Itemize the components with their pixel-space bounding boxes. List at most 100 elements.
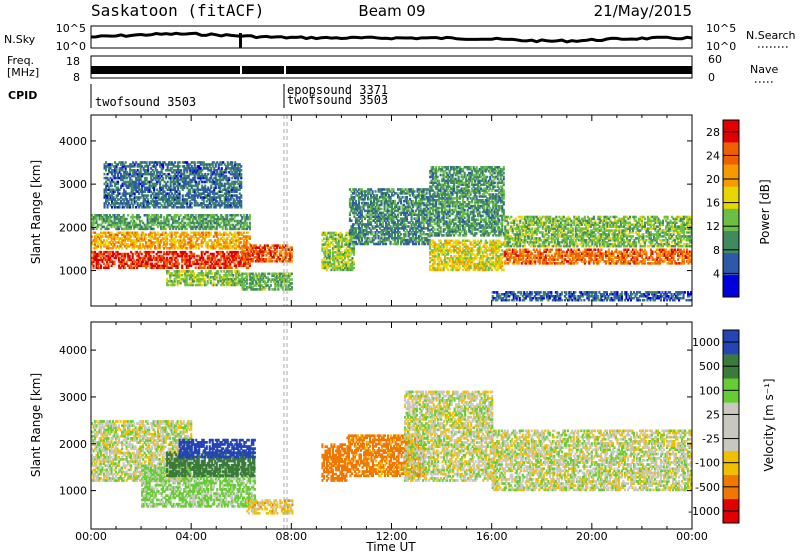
power-cell bbox=[208, 277, 211, 281]
power-cell bbox=[214, 231, 217, 235]
power-cell bbox=[169, 272, 172, 275]
power-cell bbox=[201, 176, 204, 180]
power-cell bbox=[140, 247, 143, 250]
power-cell bbox=[219, 206, 222, 209]
power-cell bbox=[322, 233, 325, 237]
power-cell bbox=[214, 192, 217, 195]
power-cell bbox=[218, 264, 221, 268]
power-cell bbox=[214, 172, 217, 176]
power-cell bbox=[216, 196, 219, 199]
power-cell bbox=[278, 254, 281, 257]
power-cell bbox=[121, 215, 124, 219]
power-cell bbox=[137, 256, 140, 260]
power-cell bbox=[242, 225, 245, 229]
power-cell bbox=[145, 227, 148, 231]
power-cell bbox=[95, 239, 98, 242]
power-cell bbox=[395, 205, 398, 209]
power-cell bbox=[210, 200, 213, 203]
power-cell bbox=[251, 252, 254, 255]
power-cell bbox=[245, 286, 248, 289]
power-cell bbox=[406, 211, 409, 215]
power-cell bbox=[241, 272, 244, 276]
power-cell bbox=[233, 214, 236, 217]
power-cell bbox=[281, 280, 284, 283]
power-cell bbox=[160, 163, 163, 166]
power-cell bbox=[394, 192, 397, 195]
power-cell bbox=[184, 221, 187, 225]
power-cell bbox=[284, 274, 287, 278]
power-cell bbox=[167, 266, 170, 270]
power-cell bbox=[199, 169, 202, 172]
power-cell bbox=[152, 215, 155, 219]
power-cell bbox=[121, 161, 124, 164]
power-cell bbox=[154, 245, 157, 248]
power-cell bbox=[126, 184, 129, 188]
power-cell bbox=[110, 231, 113, 235]
power-cell bbox=[160, 225, 163, 229]
power-cell bbox=[145, 202, 148, 205]
power-cell bbox=[356, 234, 359, 238]
power-cell bbox=[248, 260, 251, 263]
power-cell bbox=[234, 169, 237, 172]
power-cell bbox=[137, 264, 140, 268]
power-cell bbox=[235, 239, 238, 242]
power-cell bbox=[133, 184, 136, 188]
power-cell bbox=[144, 180, 147, 184]
power-cell bbox=[263, 250, 266, 253]
power-cell bbox=[380, 196, 383, 199]
power-cell bbox=[132, 171, 135, 174]
power-cell bbox=[198, 169, 201, 172]
power-cell bbox=[289, 288, 292, 291]
power-cell bbox=[172, 239, 175, 242]
power-cell bbox=[225, 169, 228, 172]
power-cell bbox=[119, 266, 122, 270]
power-cell bbox=[157, 256, 160, 260]
power-cell bbox=[406, 205, 409, 209]
power-cell bbox=[286, 286, 289, 289]
power-cell bbox=[226, 167, 229, 170]
power-cell bbox=[176, 266, 179, 270]
power-cell bbox=[149, 237, 152, 240]
power-cell bbox=[277, 276, 280, 279]
power-cell bbox=[235, 272, 238, 275]
power-cell bbox=[151, 264, 154, 268]
power-cell bbox=[245, 272, 248, 276]
power-cell bbox=[241, 264, 244, 268]
power-cell bbox=[337, 241, 340, 244]
power-cell bbox=[225, 194, 228, 197]
power-cell bbox=[136, 202, 139, 205]
power-cell bbox=[143, 214, 146, 217]
power-cell bbox=[262, 276, 265, 279]
power-cell bbox=[343, 235, 346, 239]
power-cell bbox=[275, 250, 278, 253]
power-cell bbox=[103, 219, 106, 223]
power-cell bbox=[242, 245, 245, 248]
power-cell bbox=[325, 237, 328, 241]
power-cell bbox=[207, 178, 210, 182]
power-cell bbox=[94, 245, 97, 248]
power-cell bbox=[211, 243, 214, 246]
power-cell bbox=[231, 165, 234, 168]
power-cell bbox=[172, 196, 175, 199]
power-cell bbox=[193, 200, 196, 203]
power-cell bbox=[199, 256, 202, 260]
power-cell bbox=[214, 217, 217, 221]
power-cell bbox=[175, 252, 178, 256]
power-cell bbox=[281, 272, 284, 276]
power-cell bbox=[259, 276, 262, 279]
power-cell bbox=[380, 188, 383, 191]
power-cell bbox=[184, 260, 187, 264]
power-cell bbox=[395, 227, 398, 230]
power-cell bbox=[181, 206, 184, 209]
power-cell bbox=[281, 256, 284, 259]
power-cell bbox=[348, 249, 351, 252]
power-cell bbox=[388, 199, 391, 203]
power-cell bbox=[210, 186, 213, 190]
power-cell bbox=[132, 174, 135, 178]
power-cell bbox=[248, 258, 251, 262]
power-cell bbox=[240, 184, 243, 188]
power-cell bbox=[412, 233, 415, 236]
power-cell bbox=[171, 163, 174, 166]
power-cell bbox=[239, 214, 242, 217]
